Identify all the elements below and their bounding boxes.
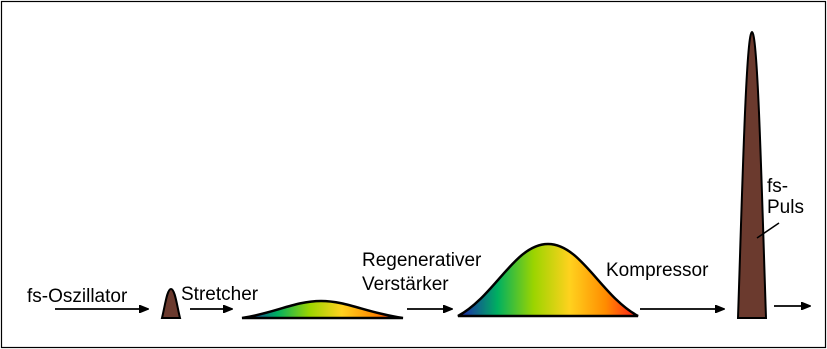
pulse-label-line1: fs- bbox=[767, 176, 789, 197]
compressed-pulse-shape bbox=[736, 30, 768, 319]
compressor-label: Kompressor bbox=[606, 260, 709, 281]
oscillator-label: fs-Oszillator bbox=[27, 286, 128, 307]
oscillator-pulse-shape bbox=[160, 287, 182, 319]
stretcher-label: Stretcher bbox=[181, 284, 259, 305]
stretched-pulse-shape bbox=[241, 299, 404, 320]
amplifier-label-line2: Verstärker bbox=[362, 274, 449, 295]
pulse-label-line2: Puls bbox=[767, 197, 804, 218]
pulse-label-leader bbox=[756, 222, 780, 239]
amplified-pulse-shape bbox=[457, 242, 639, 318]
amplifier-label-line1: Regenerativer bbox=[362, 250, 482, 271]
